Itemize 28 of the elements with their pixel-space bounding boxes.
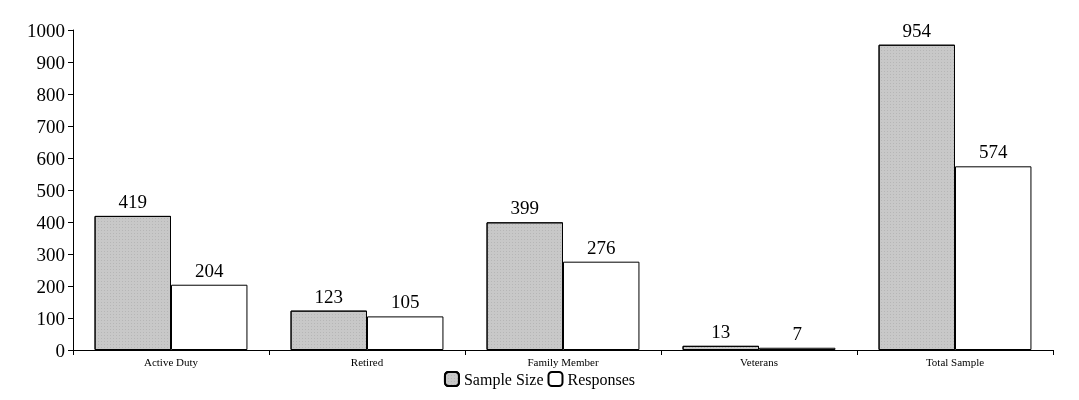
data-label: 105: [390, 291, 420, 313]
data-label: 204: [194, 259, 224, 281]
x-tick-label: Retired: [350, 355, 384, 368]
data-label: 419: [118, 190, 148, 212]
data-label: 7: [792, 322, 802, 344]
legend-label: Sample Size: [463, 370, 544, 389]
data-label: 276: [586, 236, 616, 258]
y-tick-label: 300: [36, 243, 65, 265]
y-tick-label: 800: [36, 83, 65, 105]
y-tick-label: 600: [36, 147, 65, 169]
data-label: 954: [902, 19, 932, 41]
x-tick-label: Veterans: [740, 355, 778, 368]
y-tick-label: 400: [36, 211, 65, 233]
y-tick-label: 900: [36, 51, 65, 73]
x-tick-label: Family Member: [527, 355, 599, 368]
legend-label: Responses: [567, 370, 636, 389]
data-label: 574: [978, 141, 1008, 163]
y-tick-label: 200: [36, 275, 65, 297]
y-tick-label: 1000: [27, 19, 65, 41]
y-tick-label: 500: [36, 179, 65, 201]
data-label: 123: [314, 285, 344, 307]
data-label: 399: [510, 197, 540, 219]
x-tick-label: Total Sample: [925, 355, 985, 368]
data-label: 13: [711, 320, 731, 342]
y-tick-label: 0: [55, 339, 65, 361]
y-tick-label: 100: [36, 307, 65, 329]
y-tick-label: 700: [36, 115, 65, 137]
x-tick-label: Active Duty: [143, 355, 199, 368]
